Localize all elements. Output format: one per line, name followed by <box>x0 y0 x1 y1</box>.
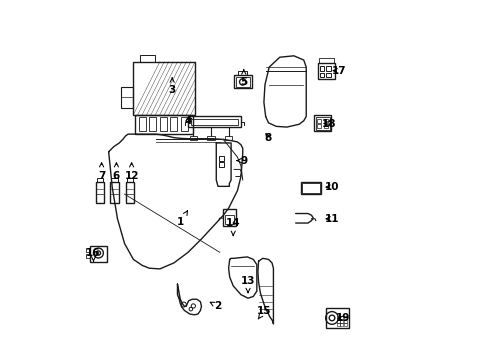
Text: 12: 12 <box>124 163 139 181</box>
Bar <box>86 254 90 258</box>
Bar <box>336 316 339 319</box>
Bar <box>97 177 103 182</box>
Text: 2: 2 <box>210 301 221 311</box>
Bar <box>96 182 104 203</box>
Text: 1: 1 <box>176 211 187 227</box>
Text: 6: 6 <box>113 163 120 181</box>
Bar <box>139 117 145 131</box>
Bar <box>140 55 154 62</box>
Bar <box>181 117 188 131</box>
Text: 4: 4 <box>184 116 191 126</box>
Bar <box>111 177 118 182</box>
Bar <box>188 117 241 127</box>
Bar <box>319 66 324 71</box>
Bar <box>317 63 334 80</box>
Bar <box>340 316 343 319</box>
Bar <box>336 323 339 326</box>
Bar <box>323 119 327 123</box>
Bar <box>325 73 330 77</box>
Text: 18: 18 <box>321 118 336 129</box>
Bar <box>317 119 321 123</box>
Text: 10: 10 <box>324 182 339 192</box>
Bar <box>343 323 346 326</box>
Bar <box>189 136 197 140</box>
Bar <box>235 77 249 86</box>
Bar <box>323 124 327 128</box>
Bar <box>149 117 156 131</box>
Bar <box>224 136 232 140</box>
Text: 14: 14 <box>225 218 240 235</box>
Bar <box>133 62 195 115</box>
Bar <box>315 117 329 130</box>
Text: 5: 5 <box>240 70 247 87</box>
Bar <box>170 117 177 131</box>
Bar <box>238 71 247 75</box>
Bar <box>160 117 166 131</box>
Text: 15: 15 <box>256 306 271 319</box>
Bar <box>317 124 321 128</box>
Bar <box>318 58 333 63</box>
Text: 16: 16 <box>86 248 101 261</box>
Bar <box>340 320 343 323</box>
Bar <box>325 66 330 71</box>
Bar <box>219 162 224 167</box>
Bar <box>125 182 134 203</box>
Bar <box>314 116 330 131</box>
Bar <box>233 75 251 88</box>
Bar <box>223 209 235 226</box>
Bar <box>319 73 324 77</box>
Bar <box>190 118 238 125</box>
Bar <box>343 320 346 323</box>
Bar <box>224 215 233 224</box>
Bar <box>300 182 321 194</box>
Bar <box>135 115 193 134</box>
Text: 7: 7 <box>98 163 105 181</box>
Text: 19: 19 <box>335 313 349 323</box>
Text: 3: 3 <box>168 78 176 95</box>
Bar <box>219 156 224 161</box>
Text: 13: 13 <box>240 275 255 293</box>
Bar <box>207 136 214 140</box>
Bar <box>110 182 119 203</box>
Bar <box>325 308 348 328</box>
Bar <box>302 183 319 193</box>
Text: 8: 8 <box>264 133 271 143</box>
Bar <box>126 177 133 182</box>
Text: 9: 9 <box>237 156 247 166</box>
Bar <box>340 323 343 326</box>
Bar <box>121 86 133 108</box>
Text: 17: 17 <box>331 66 346 76</box>
Bar <box>86 248 90 252</box>
Bar <box>343 316 346 319</box>
Bar <box>336 320 339 323</box>
Text: 11: 11 <box>324 214 339 224</box>
Bar <box>90 246 107 262</box>
